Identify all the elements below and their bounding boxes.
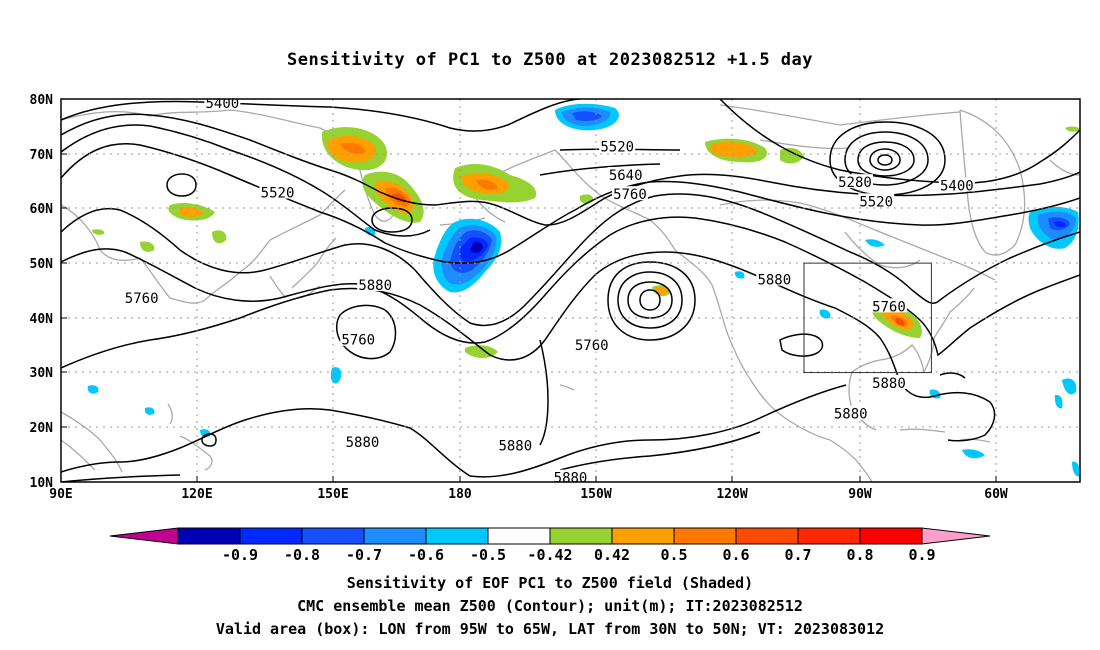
contour-label-bg: [858, 193, 895, 208]
contour-label-bg: [870, 374, 907, 389]
contour-label-bg: [938, 177, 975, 192]
contour-label: 5520: [261, 186, 295, 202]
colorbar-label: 0.6: [722, 546, 749, 564]
contour-label-bg: [611, 186, 648, 201]
plot-frame: [60, 98, 1081, 483]
contour-label: 5880: [757, 273, 791, 289]
colorbar-swatch: [177, 527, 241, 545]
lon-label: 120W: [716, 487, 747, 502]
contour-label-bg: [123, 290, 160, 305]
longitude-labels: 90E 120E 150E 180 150W 120W 90W 60W: [49, 487, 1008, 502]
caption-contour: CMC ensemble mean Z500 (Contour); unit(m…: [297, 597, 803, 615]
contour-label-bg: [340, 331, 377, 346]
contour-label: 5760: [125, 291, 159, 307]
lat-label: 80N: [30, 93, 54, 108]
contour-label: 5880: [346, 435, 380, 451]
lat-label: 50N: [30, 257, 54, 272]
lon-label: 120E: [181, 487, 212, 502]
contour-label: 5520: [859, 194, 893, 210]
sensitivity-shading: [87, 103, 1080, 477]
contour-label: 5760: [575, 338, 609, 354]
colorbar-label: -0.6: [408, 546, 444, 564]
contour-label-bg: [497, 437, 534, 452]
plot-background: [61, 99, 1080, 482]
contour-label: 5400: [205, 96, 239, 112]
lon-label: 180: [448, 487, 472, 502]
colorbar-swatch: [363, 527, 427, 545]
contour-label: 5760: [341, 333, 375, 349]
colorbar-label: -0.7: [346, 546, 382, 564]
lon-label: 90W: [848, 487, 872, 502]
lat-label: 60N: [30, 202, 54, 217]
contour-label-bg: [832, 405, 869, 420]
lat-label: 30N: [30, 366, 54, 381]
colorbar-swatch: [735, 527, 799, 545]
contour-label: 5520: [600, 140, 634, 156]
contour-label: 5880: [554, 471, 588, 487]
chart-title: Sensitivity of PC1 to Z500 at 2023082512…: [286, 50, 813, 70]
contour-label: 5880: [834, 407, 868, 423]
contour-label: 5400: [940, 178, 974, 194]
valid-area-box: [803, 262, 932, 374]
contour-label: 5880: [358, 278, 392, 294]
colorbar-label: 0.7: [784, 546, 811, 564]
lon-label: 150E: [317, 487, 348, 502]
caption-valid-area: Valid area (box): LON from 95W to 65W, L…: [215, 620, 885, 638]
colorbar-min-arrow: [109, 527, 179, 545]
lon-label: 60W: [984, 487, 1008, 502]
contour-label-bg: [599, 138, 636, 153]
latitude-labels: 80N 70N 60N 50N 40N 30N 20N 10N: [30, 93, 54, 491]
colorbar-swatch: [239, 527, 303, 545]
contour-label-bg: [836, 174, 873, 189]
colorbar-max-arrow: [921, 527, 991, 545]
colorbar: -0.9 -0.8 -0.7 -0.6 -0.5 -0.42 0.42 0.5 0.6 0.7 0.…: [109, 527, 991, 564]
contour-label-bg: [204, 99, 241, 109]
contour-label-bg: [357, 277, 394, 292]
colorbar-swatch: [673, 527, 737, 545]
contour-label: 5280: [838, 175, 872, 191]
colorbar-swatch: [549, 527, 613, 545]
colorbar-label: -0.8: [284, 546, 320, 564]
contour-label-bg: [259, 184, 296, 199]
colorbar-label: -0.5: [470, 546, 506, 564]
lat-label: 10N: [30, 476, 54, 491]
contour-label: 5880: [872, 376, 906, 392]
lon-label: 150W: [580, 487, 611, 502]
contour-label-bg: [573, 337, 610, 352]
lat-label: 20N: [30, 421, 54, 436]
contour-labels: 5400564055205880576057605880552056405760…: [123, 96, 975, 487]
contour-label: 5880: [498, 438, 532, 454]
colorbar-swatch: [487, 527, 551, 545]
contour-label-bg: [344, 434, 381, 449]
colorbar-label: 0.42: [594, 546, 630, 564]
contour-label: 5760: [613, 187, 647, 203]
lon-label: 90E: [49, 487, 72, 502]
colorbar-label: 0.9: [908, 546, 935, 564]
lat-label: 70N: [30, 148, 54, 163]
contour-label-bg: [607, 167, 644, 182]
colorbar-swatch: [797, 527, 861, 545]
contour-label-bg: [756, 271, 793, 286]
colorbar-swatch: [859, 527, 923, 545]
colorbar-label: 0.8: [846, 546, 873, 564]
sensitivity-map: 5400564055205880576057605880552056405760…: [30, 93, 1081, 564]
colorbar-label: 0.5: [660, 546, 687, 564]
contour-label-bg: [552, 469, 589, 482]
colorbar-swatch: [425, 527, 489, 545]
colorbar-label: -0.42: [527, 546, 572, 564]
contour-label-bg: [870, 298, 907, 313]
contour-label: 5760: [872, 299, 906, 315]
lat-label: 40N: [30, 312, 54, 327]
tick-marks: [61, 153, 997, 482]
colorbar-swatch: [611, 527, 675, 545]
caption-shading: Sensitivity of EOF PC1 to Z500 field (Sh…: [346, 574, 754, 592]
colorbar-label: -0.9: [222, 546, 258, 564]
contour-label: 5640: [609, 168, 643, 184]
grid-lines: [61, 99, 1080, 482]
colorbar-swatch: [301, 527, 365, 545]
